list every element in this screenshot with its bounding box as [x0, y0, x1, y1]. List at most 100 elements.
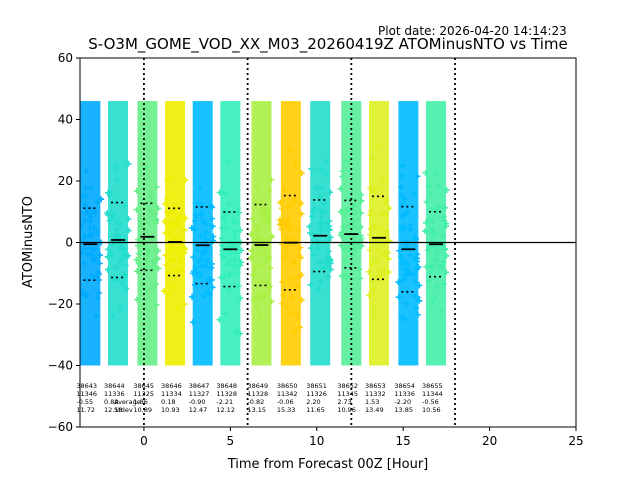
data-point [337, 185, 344, 192]
data-point [181, 226, 188, 233]
data-point [222, 310, 229, 317]
data-point [247, 255, 254, 262]
data-point [133, 206, 140, 213]
data-point [352, 245, 359, 252]
data-point [368, 208, 375, 215]
data-point [342, 157, 349, 164]
data-point [411, 234, 418, 241]
data-point [422, 169, 429, 176]
data-point [337, 232, 344, 239]
data-point [407, 226, 414, 233]
data-point [169, 226, 176, 233]
data-point [111, 233, 118, 240]
data-point [229, 217, 236, 224]
data-point [396, 247, 403, 254]
data-point [117, 244, 124, 251]
orbit-stat-text: 38648 [216, 382, 237, 390]
y-tick-label: 60 [58, 51, 73, 65]
data-point [264, 279, 271, 286]
data-point [317, 219, 324, 226]
data-point [261, 293, 268, 300]
data-point [378, 177, 385, 184]
data-point [381, 240, 388, 247]
data-point [281, 186, 288, 193]
data-point [80, 193, 87, 200]
orbit-scatter-38645 [133, 101, 162, 366]
data-point [439, 232, 446, 239]
data-point [407, 252, 414, 259]
data-point [143, 287, 150, 294]
orbit-stat-text: 38649 [247, 382, 268, 390]
data-point [279, 300, 286, 307]
data-point [279, 240, 286, 247]
data-point [379, 250, 386, 257]
data-point [416, 282, 423, 289]
data-point [322, 257, 329, 264]
data-point [376, 184, 383, 191]
data-point [298, 170, 305, 177]
data-point [325, 273, 332, 280]
data-point [382, 253, 389, 260]
data-point [230, 228, 237, 235]
data-point [189, 293, 196, 300]
data-point [425, 216, 432, 223]
data-point [317, 194, 324, 201]
data-point [411, 293, 418, 300]
data-point [356, 266, 363, 273]
data-point [135, 260, 142, 267]
data-point [197, 272, 204, 279]
data-point [292, 196, 299, 203]
data-point [117, 221, 124, 228]
data-point [236, 262, 243, 269]
data-point [81, 234, 88, 241]
data-point [325, 248, 332, 255]
data-point [263, 247, 270, 254]
orbit-stat-text: 11326 [306, 390, 327, 398]
orbit-stat-text: 0.82 [104, 398, 118, 406]
data-point [122, 252, 129, 259]
orbit-stat-text: 38645 [133, 382, 154, 390]
data-point [373, 142, 380, 149]
data-point [323, 171, 330, 178]
data-point [441, 217, 448, 224]
data-point [352, 209, 359, 216]
data-point [297, 244, 304, 251]
data-point [436, 203, 443, 210]
orbit-stat-text: 11342 [277, 390, 298, 398]
data-point [166, 248, 173, 255]
data-point [181, 301, 188, 308]
data-point [367, 212, 374, 219]
data-point [268, 234, 275, 241]
data-point [95, 289, 102, 296]
data-point [371, 311, 378, 318]
data-point [298, 297, 305, 304]
data-point [153, 302, 160, 309]
data-point [237, 295, 244, 302]
data-point [254, 303, 261, 310]
y-tick-label: −60 [48, 420, 73, 434]
data-point [443, 187, 450, 194]
data-point [107, 192, 114, 199]
x-tick-label: 10 [309, 434, 324, 448]
data-point [366, 292, 373, 299]
data-point [152, 210, 159, 217]
data-point [219, 247, 226, 254]
data-point [259, 297, 266, 304]
data-point [321, 208, 328, 215]
data-point [386, 205, 393, 212]
data-point [306, 223, 313, 230]
data-point [307, 281, 314, 288]
data-point [317, 227, 324, 234]
data-point [153, 247, 160, 254]
data-point [235, 283, 242, 290]
data-point [121, 202, 128, 209]
data-point [134, 268, 141, 275]
data-point [321, 220, 328, 227]
data-point [224, 261, 231, 268]
data-point [442, 246, 449, 253]
data-point [162, 200, 169, 207]
data-point [266, 282, 273, 289]
data-point [442, 204, 449, 211]
data-point [125, 216, 132, 223]
data-point [399, 162, 406, 169]
